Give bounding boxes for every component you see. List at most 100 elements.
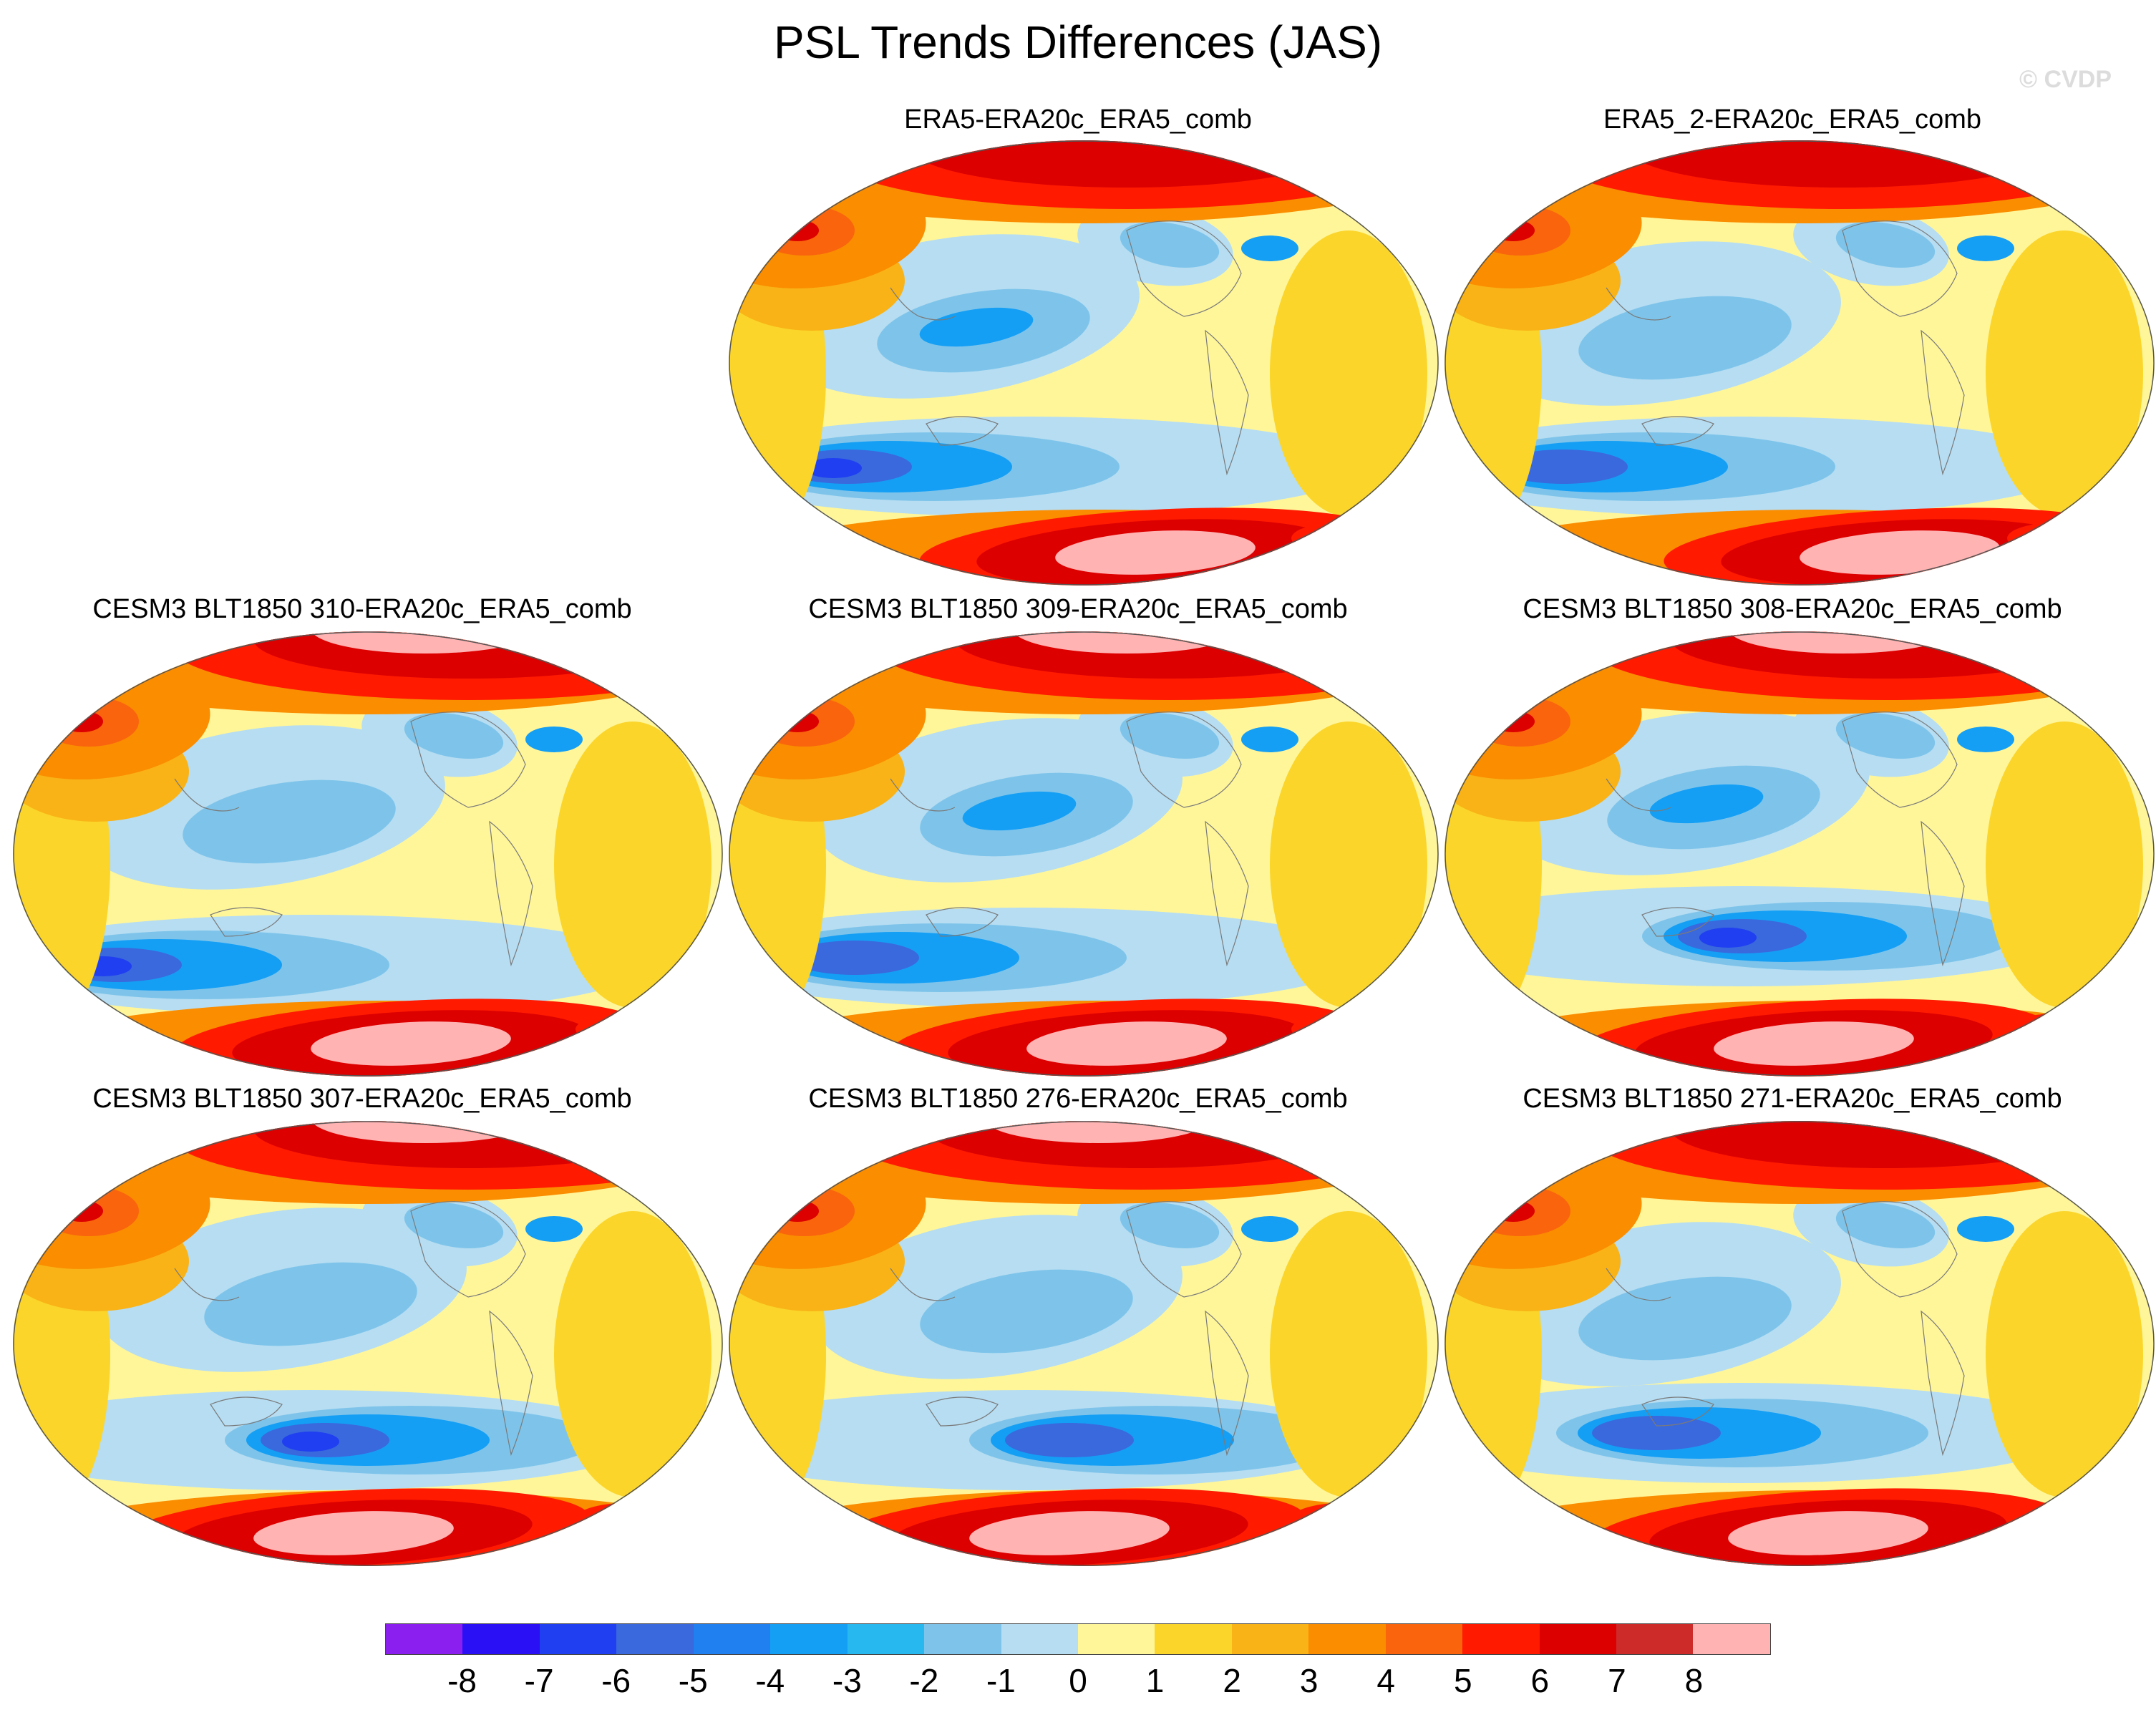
colorbar-tick-label: 8	[1684, 1662, 1704, 1699]
field-contour	[1316, 1021, 1366, 1038]
field-contour	[1628, 140, 2057, 188]
field-contour	[204, 1262, 417, 1346]
colorbar-swatch	[1539, 1624, 1616, 1654]
coastlines	[174, 711, 533, 967]
field-contour	[525, 727, 583, 752]
field-contour	[1241, 235, 1298, 261]
colorbar-tick-label: -4	[755, 1662, 785, 1699]
field-contour	[1649, 784, 1764, 824]
colorbar-tick-label: -8	[447, 1662, 477, 1699]
field-contour	[920, 1269, 1133, 1354]
colorbar-swatch	[1077, 1624, 1155, 1654]
field-contour	[1120, 713, 1220, 759]
map-outline	[1444, 1121, 2155, 1566]
field-contour	[311, 1021, 511, 1066]
coastlines	[174, 1201, 533, 1457]
field-contour	[404, 1203, 504, 1248]
colorbar-swatch	[616, 1624, 694, 1654]
colorbar-tick-label: 4	[1376, 1662, 1396, 1699]
field-contour	[554, 722, 712, 1008]
field-contour	[525, 1216, 583, 1242]
coastlines	[890, 711, 1249, 967]
map-panel-cesm3-307	[13, 1121, 723, 1566]
colorbar-swatch	[770, 1624, 848, 1654]
map-field	[729, 140, 1439, 586]
field-contour	[2032, 1021, 2082, 1038]
colorbar-swatch	[1385, 1624, 1463, 1654]
map-outline	[729, 140, 1439, 586]
map-field	[729, 1121, 1439, 1566]
field-contour	[576, 1503, 676, 1535]
colorbar-tick-label: 0	[1069, 1662, 1087, 1699]
map-outline	[13, 631, 723, 1077]
field-contour	[2032, 530, 2082, 547]
colorbar-tick-label: 2	[1223, 1662, 1241, 1699]
field-contour	[1005, 1423, 1134, 1457]
field-contour	[790, 941, 919, 975]
map-panel-cesm3-308	[1444, 631, 2155, 1077]
map-field	[1444, 631, 2155, 1077]
colorbar-swatch	[1616, 1624, 1694, 1654]
map-panel-cesm3-271	[1444, 1121, 2155, 1566]
map-panel-era5	[729, 140, 1439, 586]
field-contour	[776, 711, 819, 732]
panel-title-cesm3-307: CESM3 BLT1850 307-ERA20c_ERA5_comb	[92, 1084, 632, 1114]
field-contour	[1120, 1203, 1220, 1248]
panel-title-era5: ERA5-ERA20c_ERA5_comb	[904, 105, 1252, 135]
map-field	[13, 1121, 723, 1566]
map-field	[1444, 140, 2155, 586]
colorbar-swatch	[1231, 1624, 1309, 1654]
colorbar-swatch	[1462, 1624, 1540, 1654]
colorbar-swatch	[1001, 1624, 1078, 1654]
field-contour	[1492, 1200, 1535, 1222]
field-contour	[183, 779, 396, 864]
field-contour	[1835, 222, 1936, 268]
field-contour	[1291, 1014, 1392, 1045]
coastlines	[890, 1201, 1249, 1457]
field-contour	[805, 458, 862, 478]
map-outline	[13, 1121, 723, 1566]
field-contour	[1957, 727, 2014, 752]
colorbar-tick-label: -1	[986, 1662, 1016, 1699]
field-contour	[912, 140, 1341, 188]
field-contour	[2007, 523, 2107, 554]
coastlines	[890, 220, 1249, 476]
colorbar-swatch	[462, 1624, 540, 1654]
field-contour	[1241, 1216, 1298, 1242]
field-contour	[2007, 1503, 2107, 1535]
field-contour	[1592, 1416, 1721, 1450]
map-outline	[1444, 140, 2155, 586]
field-contour	[601, 1021, 651, 1038]
coastlines	[1606, 711, 1965, 967]
field-contour	[601, 1510, 651, 1527]
colorbar-swatch	[693, 1624, 771, 1654]
field-contour	[253, 1511, 454, 1555]
field-contour	[1270, 722, 1427, 1008]
field-contour	[1986, 230, 2143, 517]
coastlines	[1606, 220, 1965, 476]
colorbar	[385, 1623, 1771, 1655]
colorbar-tick-label: 3	[1299, 1662, 1319, 1699]
panel-title-cesm3-271: CESM3 BLT1850 271-ERA20c_ERA5_comb	[1523, 1084, 2062, 1114]
map-field	[729, 631, 1439, 1077]
field-contour	[1835, 713, 1936, 759]
field-contour	[2032, 1510, 2082, 1527]
map-outline	[1444, 631, 2155, 1077]
field-contour	[1835, 1203, 1936, 1248]
coastlines	[1606, 1201, 1965, 1457]
field-contour	[1270, 230, 1427, 517]
field-contour	[984, 1121, 1213, 1143]
field-contour	[1492, 220, 1535, 241]
colorbar-tick-label: -5	[678, 1662, 708, 1699]
field-contour	[60, 711, 103, 732]
colorbar-tick-label: -2	[909, 1662, 939, 1699]
field-contour	[60, 1200, 103, 1222]
field-contour	[1241, 727, 1298, 752]
colorbar-swatch	[386, 1624, 463, 1654]
field-contour	[1699, 928, 1757, 948]
field-contour	[1957, 235, 2014, 261]
colorbar-swatch	[539, 1624, 617, 1654]
field-contour	[962, 791, 1077, 831]
colorbar-swatch	[847, 1624, 925, 1654]
map-panel-cesm3-310	[13, 631, 723, 1077]
